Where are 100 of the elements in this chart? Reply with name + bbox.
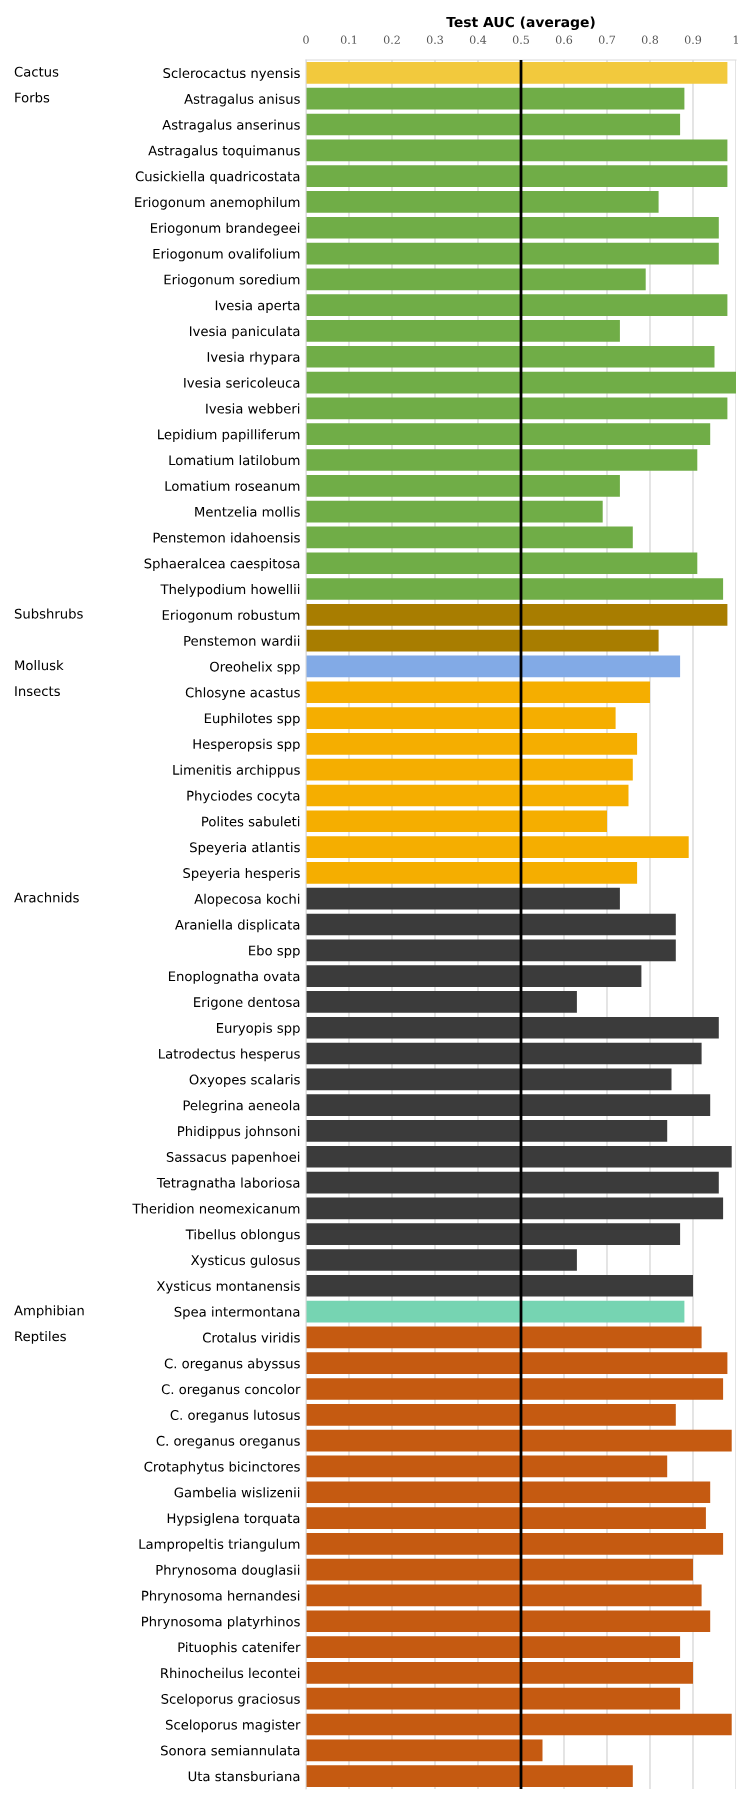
bar	[306, 655, 681, 678]
y-tick-label: Astragalus anisus	[184, 93, 300, 107]
y-tick-label: Sonora semiannulata	[161, 1745, 300, 1756]
bar	[306, 603, 728, 626]
bar	[306, 733, 638, 755]
bar	[306, 862, 638, 884]
bar	[306, 397, 728, 420]
bar	[306, 1197, 724, 1220]
y-tick-label: Ivesia webberi	[206, 403, 300, 414]
bar	[306, 1378, 724, 1400]
bar	[306, 1249, 577, 1271]
y-tick-label: Tetragnatha laboriosa	[156, 1177, 300, 1191]
y-tick-label: Pelegrina aeneola	[183, 1100, 300, 1113]
bar	[306, 1120, 668, 1142]
y-tick-label: Sceloporus magister	[165, 1719, 301, 1733]
y-tick-label: Crotalus viridis	[202, 1332, 300, 1343]
bar	[306, 758, 633, 781]
y-tick-label: Thelypodium howellii	[160, 584, 300, 597]
y-tick-label: Enoplognatha ovata	[168, 971, 300, 984]
x-tick-label: 1	[733, 35, 738, 44]
y-tick-label: Pituophis catenifer	[178, 1642, 301, 1655]
y-tick-label: Speyeria atlantis	[190, 842, 300, 855]
y-tick-label: Eriogonum ovalifolium	[153, 248, 300, 262]
y-tick-label: Gambelia wislizenii	[174, 1487, 300, 1498]
bar	[306, 474, 620, 497]
bar	[306, 1713, 732, 1736]
y-tick-label: Astragalus anserinus	[162, 119, 300, 133]
x-tick-label: 0.2	[383, 35, 400, 44]
y-tick-label: Ebo spp	[249, 945, 300, 959]
y-tick-label: Ivesia rhypara	[207, 351, 300, 365]
bar	[306, 449, 698, 471]
bar	[306, 1403, 676, 1426]
text: Reptiles	[15, 1331, 66, 1344]
bar	[306, 371, 736, 394]
y-tick-label: Ivesia sericoleuca	[184, 377, 300, 388]
bar	[306, 216, 719, 239]
y-tick-label: Mentzelia mollis	[195, 506, 300, 517]
bar	[306, 62, 728, 84]
bar	[306, 1739, 543, 1762]
y-tick-label: Euphilotes spp	[204, 713, 300, 726]
y-tick-label: Polites sabuleti	[202, 816, 300, 827]
bar	[306, 294, 728, 316]
bar	[306, 1223, 681, 1246]
x-tick-label: 0.5	[512, 35, 529, 44]
bar	[306, 320, 620, 342]
bar	[306, 1610, 711, 1633]
bar	[306, 887, 620, 910]
y-tick-label: Sphaeralcea caespitosa	[144, 558, 300, 571]
bar	[306, 939, 676, 962]
bar	[306, 165, 728, 187]
bar	[306, 1326, 702, 1349]
bar	[306, 191, 659, 213]
bar	[306, 1662, 693, 1684]
bar	[306, 836, 689, 858]
bar	[306, 629, 659, 652]
y-tick-label: Lomatium roseanum	[165, 480, 300, 491]
y-tick-label: C. oreganus concolor	[161, 1383, 301, 1397]
bar	[306, 1145, 732, 1168]
y-tick-label: Xysticus montanensis	[156, 1280, 300, 1294]
x-tick-label: 0.8	[641, 35, 659, 44]
bar	[306, 1636, 681, 1658]
bar	[306, 1042, 702, 1065]
text: Subshrubs	[14, 608, 83, 619]
bar	[306, 345, 715, 368]
y-tick-label: Sclerocactus nyensis	[163, 67, 300, 81]
x-tick-label: 0.9	[684, 35, 702, 44]
x-tick-label: 0	[303, 35, 309, 44]
text: Cactus	[14, 66, 59, 77]
y-tick-label: Lepidium papilliferum	[158, 429, 300, 442]
y-tick-label: Lampropeltis triangulum	[139, 1538, 300, 1552]
y-tick-label: Penstemon wardii	[184, 635, 300, 646]
bar	[306, 1507, 706, 1529]
bar	[306, 784, 629, 807]
y-tick-label: Spea intermontana	[174, 1306, 300, 1320]
x-axis-title: Test AUC (average)	[446, 16, 595, 31]
y-tick-label: Alopecosa kochi	[194, 893, 300, 907]
text: Insects	[15, 686, 60, 697]
y-tick-label: Eriogonum robustum	[162, 609, 300, 623]
y-tick-label: Phrynosoma douglasii	[156, 1564, 300, 1578]
bar	[306, 1094, 711, 1116]
y-tick-label: Latrodectus hesperus	[159, 1048, 300, 1062]
y-tick-label: Penstemon idahoensis	[153, 532, 300, 543]
bar	[306, 913, 676, 936]
bar	[306, 526, 633, 549]
y-tick-label: C. oreganus abyssus	[164, 1358, 300, 1371]
y-tick-label: Crotaphytus bicinctores	[144, 1461, 300, 1475]
y-tick-label: Chlosyne acastus	[185, 687, 300, 700]
y-tick-label: Hypsiglena torquata	[167, 1513, 300, 1526]
bar	[306, 1171, 719, 1194]
bar	[306, 1274, 693, 1297]
y-tick-label: Eriogonum brandegeei	[151, 222, 300, 236]
text: Forbs	[15, 92, 50, 103]
bar	[306, 578, 724, 600]
bar	[306, 1455, 668, 1478]
text: Arachnids	[14, 892, 79, 903]
y-tick-label: Ivesia paniculata	[189, 325, 300, 339]
bar	[306, 1687, 681, 1710]
bar	[306, 810, 607, 833]
y-tick-label: Phidippus johnsoni	[178, 1125, 300, 1139]
y-tick-label: Speyeria hesperis	[183, 867, 300, 881]
